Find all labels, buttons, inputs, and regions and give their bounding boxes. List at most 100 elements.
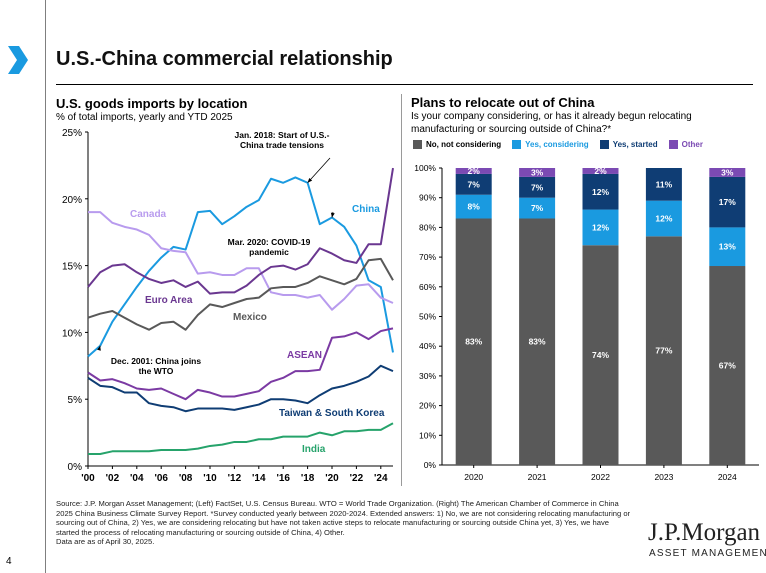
bar-segment <box>519 218 556 465</box>
bar-segment <box>645 236 682 465</box>
bar-segment <box>709 227 746 267</box>
bar-data-label: 12% <box>592 187 609 197</box>
y-tick-label: 20% <box>62 195 82 206</box>
bar-segment <box>519 197 556 219</box>
bar-segment <box>582 209 619 246</box>
y-tick-label: 50% <box>419 312 436 322</box>
y-tick-label: 30% <box>419 371 436 381</box>
x-tick-label: 2024 <box>718 472 737 482</box>
legend-item: Yes, started <box>599 140 658 149</box>
y-tick-label: 0% <box>424 460 437 470</box>
annotation-arrow <box>331 211 334 218</box>
bar-segment <box>519 168 556 177</box>
legend-label: Other <box>681 140 703 149</box>
y-tick-label: 0% <box>68 462 83 473</box>
legend-label: Yes, considering <box>525 140 589 149</box>
bar-segment <box>709 168 746 177</box>
x-tick-label: 2022 <box>591 472 610 482</box>
bar-data-label: 8% <box>468 202 481 212</box>
x-tick-label: '16 <box>276 473 290 484</box>
y-tick-label: 80% <box>419 222 436 232</box>
bar-data-label: 77% <box>655 346 672 356</box>
annotation-arrowhead <box>330 212 335 218</box>
annotation-text: Jan. 2018: Start of U.S.- <box>235 130 330 140</box>
data-date: Data are as of April 30, 2025. <box>56 537 155 547</box>
x-tick-label: '12 <box>228 473 242 484</box>
panel-divider <box>401 94 402 486</box>
series-line-asean <box>87 327 394 401</box>
y-tick-label: 100% <box>414 163 436 173</box>
bar-chart-title: Plans to relocate out of China <box>411 95 595 110</box>
bar-segment <box>519 176 556 198</box>
bar-segment <box>455 173 492 195</box>
x-tick-label: '14 <box>252 473 266 484</box>
series-label: Canada <box>130 209 167 220</box>
bar-segment <box>455 194 492 219</box>
x-tick-label: '06 <box>154 473 168 484</box>
bar-data-label: 12% <box>655 213 672 223</box>
y-tick-label: 60% <box>419 282 436 292</box>
left-margin-rule <box>45 0 46 573</box>
annotation-arrowhead <box>97 345 101 351</box>
annotation-text: China trade tensions <box>240 140 324 150</box>
x-tick-label: '00 <box>81 473 95 484</box>
y-tick-label: 10% <box>62 328 82 339</box>
series-label: Euro Area <box>145 295 193 306</box>
series-label: India <box>302 444 326 455</box>
y-tick-label: 25% <box>62 128 82 139</box>
legend-item: No, not considering <box>413 140 501 149</box>
y-tick-label: 5% <box>68 395 83 406</box>
bar-data-label: 12% <box>592 222 609 232</box>
bar-data-label: 2% <box>468 166 481 176</box>
annotation-text: pandemic <box>249 247 289 257</box>
bar-segment <box>645 168 682 201</box>
series-label: Taiwan & South Korea <box>279 408 385 419</box>
legend-swatch-other <box>668 140 678 149</box>
bar-segment <box>709 266 746 465</box>
bar-data-label: 67% <box>719 361 736 371</box>
page-number: 4 <box>6 556 12 567</box>
title-underline <box>56 84 753 85</box>
x-tick-label: '08 <box>179 473 193 484</box>
bar-data-label: 7% <box>531 182 544 192</box>
x-tick-label: '20 <box>325 473 339 484</box>
source-footnote: Source: J.P. Morgan Asset Management; (L… <box>56 499 634 547</box>
annotation-text: Mar. 2020: COVID-19 <box>228 237 311 247</box>
y-tick-label: 15% <box>62 262 82 273</box>
bar-data-label: 3% <box>531 167 544 177</box>
bar-data-label: 74% <box>592 350 609 360</box>
bar-segment <box>582 168 619 174</box>
bar-segment <box>455 168 492 174</box>
legend-item: Yes, considering <box>512 140 589 149</box>
bar-segment <box>455 218 492 465</box>
x-tick-label: 2020 <box>464 472 483 482</box>
logo-subtitle: ASSET MANAGEMENT <box>649 548 766 559</box>
jpmorgan-logo: J.P.Morgan <box>648 519 761 546</box>
y-tick-label: 70% <box>419 252 436 262</box>
bar-segment <box>709 176 746 228</box>
annotation-arrowhead <box>307 178 313 183</box>
line-chart-subtitle: % of total imports, yearly and YTD 2025 <box>56 112 233 123</box>
source-text: Source: J.P. Morgan Asset Management; (L… <box>56 499 631 537</box>
legend-swatch-not-considering <box>413 140 422 149</box>
annotation-text: Dec. 2001: China joins <box>111 356 201 366</box>
x-tick-label: '02 <box>106 473 120 484</box>
bar-chart-legend: No, not considering Yes, considering Yes… <box>413 140 703 149</box>
bar-data-label: 7% <box>531 203 544 213</box>
annotation-arrow <box>307 157 331 184</box>
bar-segment <box>645 200 682 237</box>
line-chart-title: U.S. goods imports by location <box>56 96 248 111</box>
y-tick-label: 20% <box>419 401 436 411</box>
series-label: Mexico <box>233 312 267 323</box>
annotation-arrow <box>98 345 101 351</box>
bar-data-label: 7% <box>468 179 481 189</box>
bar-data-label: 2% <box>594 166 607 176</box>
x-tick-label: '04 <box>130 473 144 484</box>
page-title: U.S.-China commercial relationship <box>56 48 393 70</box>
legend-item: Other <box>668 140 703 149</box>
series-line-china <box>87 176 394 358</box>
chevron-right-icon <box>8 46 28 74</box>
x-tick-label: '24 <box>374 473 388 484</box>
bar-segment <box>582 245 619 465</box>
